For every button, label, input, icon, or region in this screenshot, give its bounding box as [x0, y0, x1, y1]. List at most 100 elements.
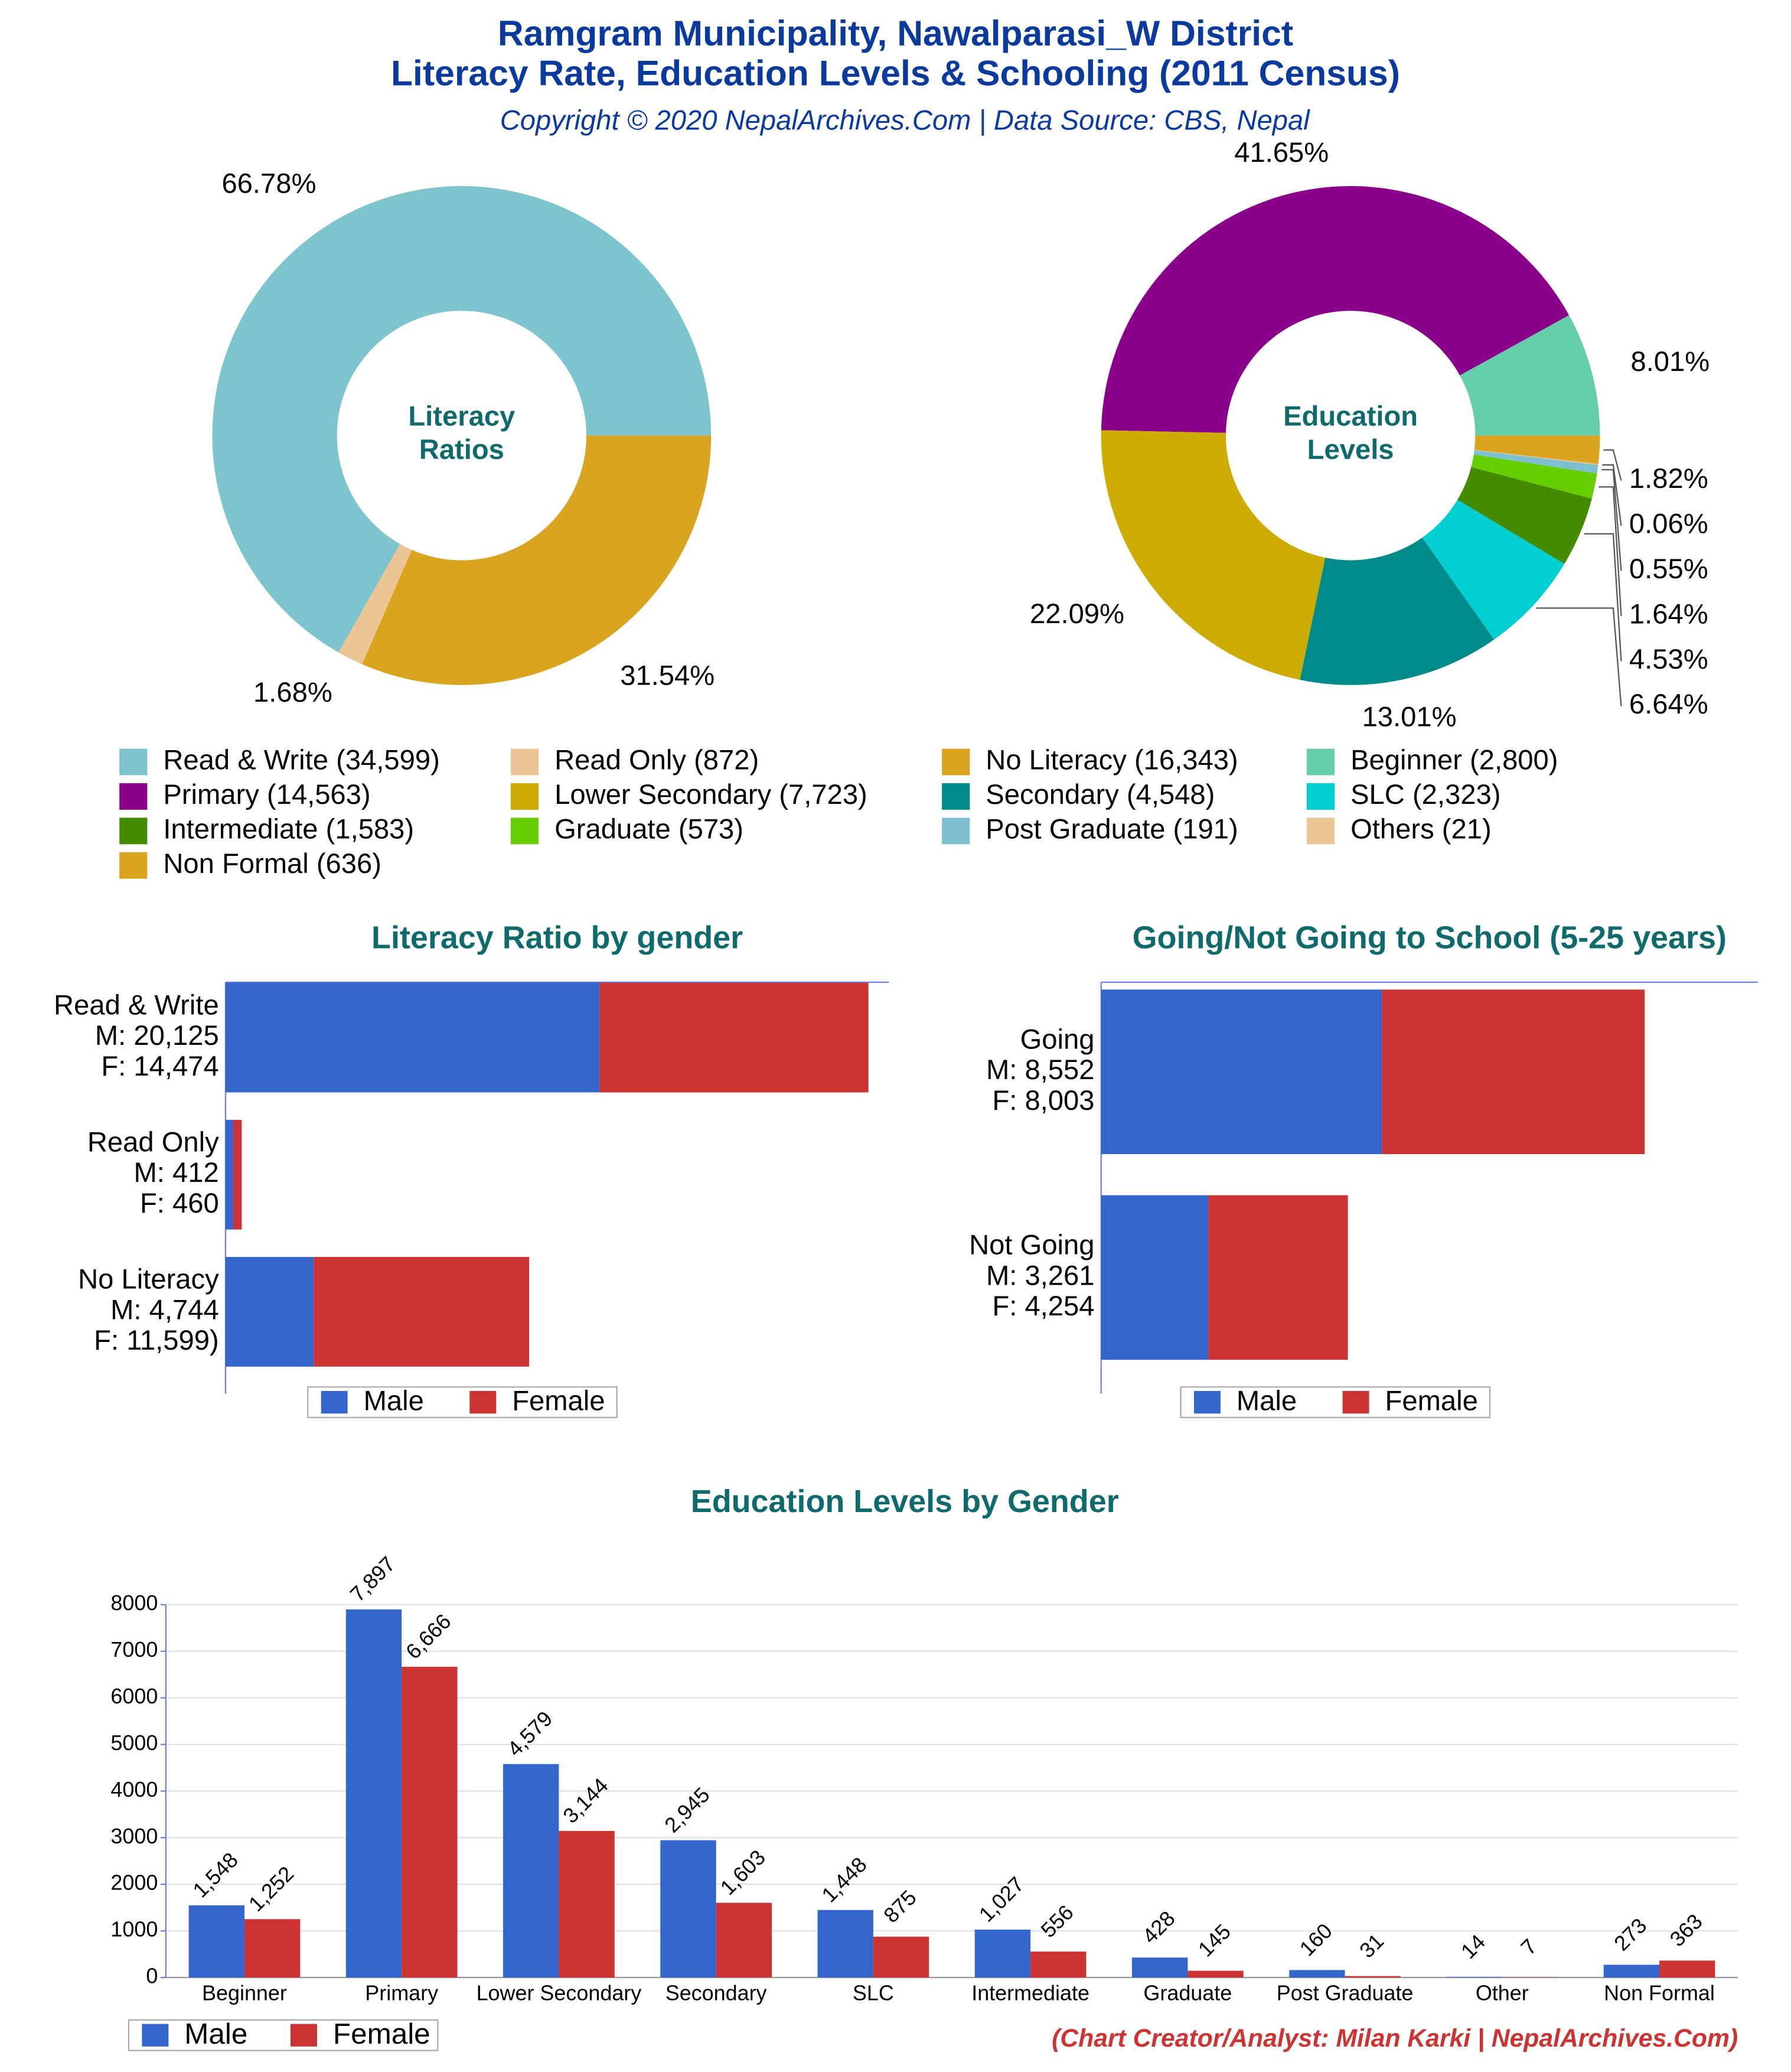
bar	[716, 1902, 772, 1978]
x-tick-label: SLC	[853, 1981, 894, 2005]
slice-label: 0.55%	[1629, 553, 1708, 584]
legend-label: Graduate (573)	[554, 813, 743, 844]
legend-swatch	[510, 817, 539, 845]
category-label: M: 3,261	[986, 1259, 1095, 1291]
y-tick-label: 7000	[110, 1637, 158, 1661]
y-tick-label: 8000	[110, 1591, 158, 1615]
slice-label: 31.54%	[620, 660, 715, 691]
slice-label: 0.06%	[1629, 508, 1708, 539]
slice-label: 22.09%	[1030, 598, 1124, 629]
category-label: F: 11,599)	[94, 1324, 219, 1356]
category-label: M: 20,125	[95, 1019, 219, 1051]
slice-label: 1.68%	[253, 676, 332, 708]
bar	[974, 1929, 1031, 1978]
bar	[1030, 1952, 1087, 1978]
bar	[503, 1764, 559, 1978]
legend-swatch	[1342, 1390, 1369, 1414]
category-label: F: 8,003	[992, 1084, 1094, 1116]
leader-line	[1598, 486, 1622, 616]
legend-swatch	[321, 1390, 348, 1414]
category-label: Read Only	[87, 1126, 219, 1158]
leader-line	[1536, 607, 1622, 706]
pie-slice	[1457, 467, 1592, 564]
x-tick-label: Lower Secondary	[477, 1981, 642, 2005]
pie-slice	[1460, 315, 1600, 436]
center-label: Levels	[1307, 434, 1394, 465]
legend-box	[128, 2019, 439, 2051]
legend-swatch	[942, 748, 970, 776]
legend-swatch	[510, 783, 539, 810]
bar	[1188, 1970, 1244, 1978]
leader-line	[1584, 533, 1622, 662]
y-tick-label: 3000	[110, 1824, 158, 1848]
center-label: Education	[1283, 400, 1418, 432]
slice-label: 66.78%	[221, 168, 316, 199]
legend-label: Primary (14,563)	[163, 778, 370, 810]
bar	[599, 982, 869, 1093]
pie-slice	[212, 186, 712, 653]
legend-label: Read Only (872)	[554, 744, 759, 776]
legend-swatch	[942, 817, 970, 845]
slice-label: 4.53%	[1629, 643, 1708, 675]
bar	[1345, 1976, 1401, 1978]
pie-slice	[1474, 449, 1598, 465]
legend-swatch	[119, 783, 148, 810]
bar	[1289, 1970, 1345, 1978]
slice-label: 6.64%	[1629, 688, 1708, 719]
legend-swatch	[119, 748, 148, 776]
legend-label: Lower Secondary (7,723)	[554, 778, 867, 810]
pie-slice	[338, 544, 412, 664]
legend-swatch	[1306, 748, 1335, 776]
bar	[1131, 1957, 1188, 1978]
bar	[244, 1919, 301, 1978]
category-label: No Literacy	[78, 1263, 219, 1295]
y-tick-label: 1000	[110, 1917, 158, 1941]
legend-label: Female	[1385, 1385, 1478, 1416]
category-label: F: 460	[140, 1187, 219, 1219]
category-label: Not Going	[969, 1229, 1094, 1260]
pie-slice	[1473, 450, 1598, 474]
legend-label: Male	[184, 2018, 247, 2050]
bar	[314, 1257, 530, 1367]
legend-label: Intermediate (1,583)	[163, 813, 414, 844]
legend-swatch	[291, 2024, 317, 2047]
center-label: Ratios	[419, 434, 504, 465]
pie-slice	[362, 435, 712, 685]
legend-swatch	[1194, 1390, 1221, 1414]
x-tick-label: Post Graduate	[1277, 1981, 1414, 2005]
bar	[660, 1840, 716, 1978]
bar	[1659, 1960, 1715, 1978]
bar	[559, 1830, 615, 1978]
x-tick-label: Secondary	[665, 1981, 767, 2005]
category-label: M: 4,744	[110, 1294, 219, 1325]
category-label: F: 14,474	[101, 1050, 218, 1081]
y-tick-label: 2000	[110, 1871, 158, 1895]
x-tick-label: Other	[1476, 1981, 1529, 2005]
x-tick-label: Graduate	[1143, 1981, 1232, 2005]
y-tick-label: 0	[146, 1964, 158, 1988]
category-label: Going	[1020, 1023, 1095, 1054]
slice-label: 8.01%	[1630, 346, 1710, 377]
bar	[225, 982, 600, 1093]
bar	[233, 1119, 242, 1230]
legend-label: No Literacy (16,343)	[986, 744, 1238, 776]
bar	[873, 1936, 929, 1978]
y-tick-label: 5000	[110, 1731, 158, 1755]
bar	[1382, 989, 1645, 1154]
legend-swatch	[119, 817, 148, 845]
x-tick-label: Non Formal	[1604, 1981, 1715, 2005]
leader-line	[1602, 464, 1622, 526]
leader-line	[1603, 449, 1622, 481]
subtitle: Copyright © 2020 NepalArchives.Com | Dat…	[500, 105, 1311, 136]
bar	[817, 1910, 873, 1978]
bar	[345, 1609, 402, 1978]
legend-swatch	[1306, 783, 1335, 810]
category-label: M: 412	[133, 1156, 218, 1188]
legend-label: Read & Write (34,599)	[163, 744, 439, 776]
title: Literacy Rate, Education Levels & School…	[391, 53, 1400, 93]
legend-swatch	[142, 2024, 169, 2047]
bar	[1603, 1965, 1660, 1978]
legend-box	[307, 1386, 618, 1419]
legend-label: Post Graduate (191)	[986, 813, 1238, 844]
